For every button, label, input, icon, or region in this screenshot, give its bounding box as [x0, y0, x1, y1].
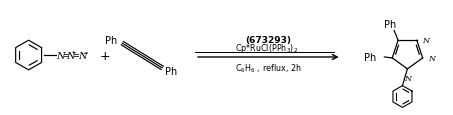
Text: N: N — [404, 75, 411, 83]
Text: N: N — [67, 51, 75, 60]
Text: +: + — [71, 50, 76, 55]
Text: Ph: Ph — [384, 20, 396, 30]
Text: Ph: Ph — [165, 66, 178, 76]
Text: Ph: Ph — [364, 52, 376, 62]
Text: Cp*RuCl(PPh$_3$)$_2$: Cp*RuCl(PPh$_3$)$_2$ — [235, 41, 298, 54]
Text: +: + — [100, 49, 111, 62]
Text: N: N — [428, 55, 435, 62]
Text: N: N — [57, 51, 65, 60]
Text: =: = — [62, 51, 69, 59]
Text: Ph: Ph — [106, 36, 118, 46]
Text: N: N — [422, 37, 429, 45]
Text: (673293): (673293) — [246, 35, 291, 44]
Text: =: = — [72, 51, 79, 59]
Text: N: N — [78, 51, 87, 60]
Text: −: − — [82, 50, 87, 55]
Text: C$_6$H$_6$ , reflux, 2h: C$_6$H$_6$ , reflux, 2h — [235, 62, 302, 75]
